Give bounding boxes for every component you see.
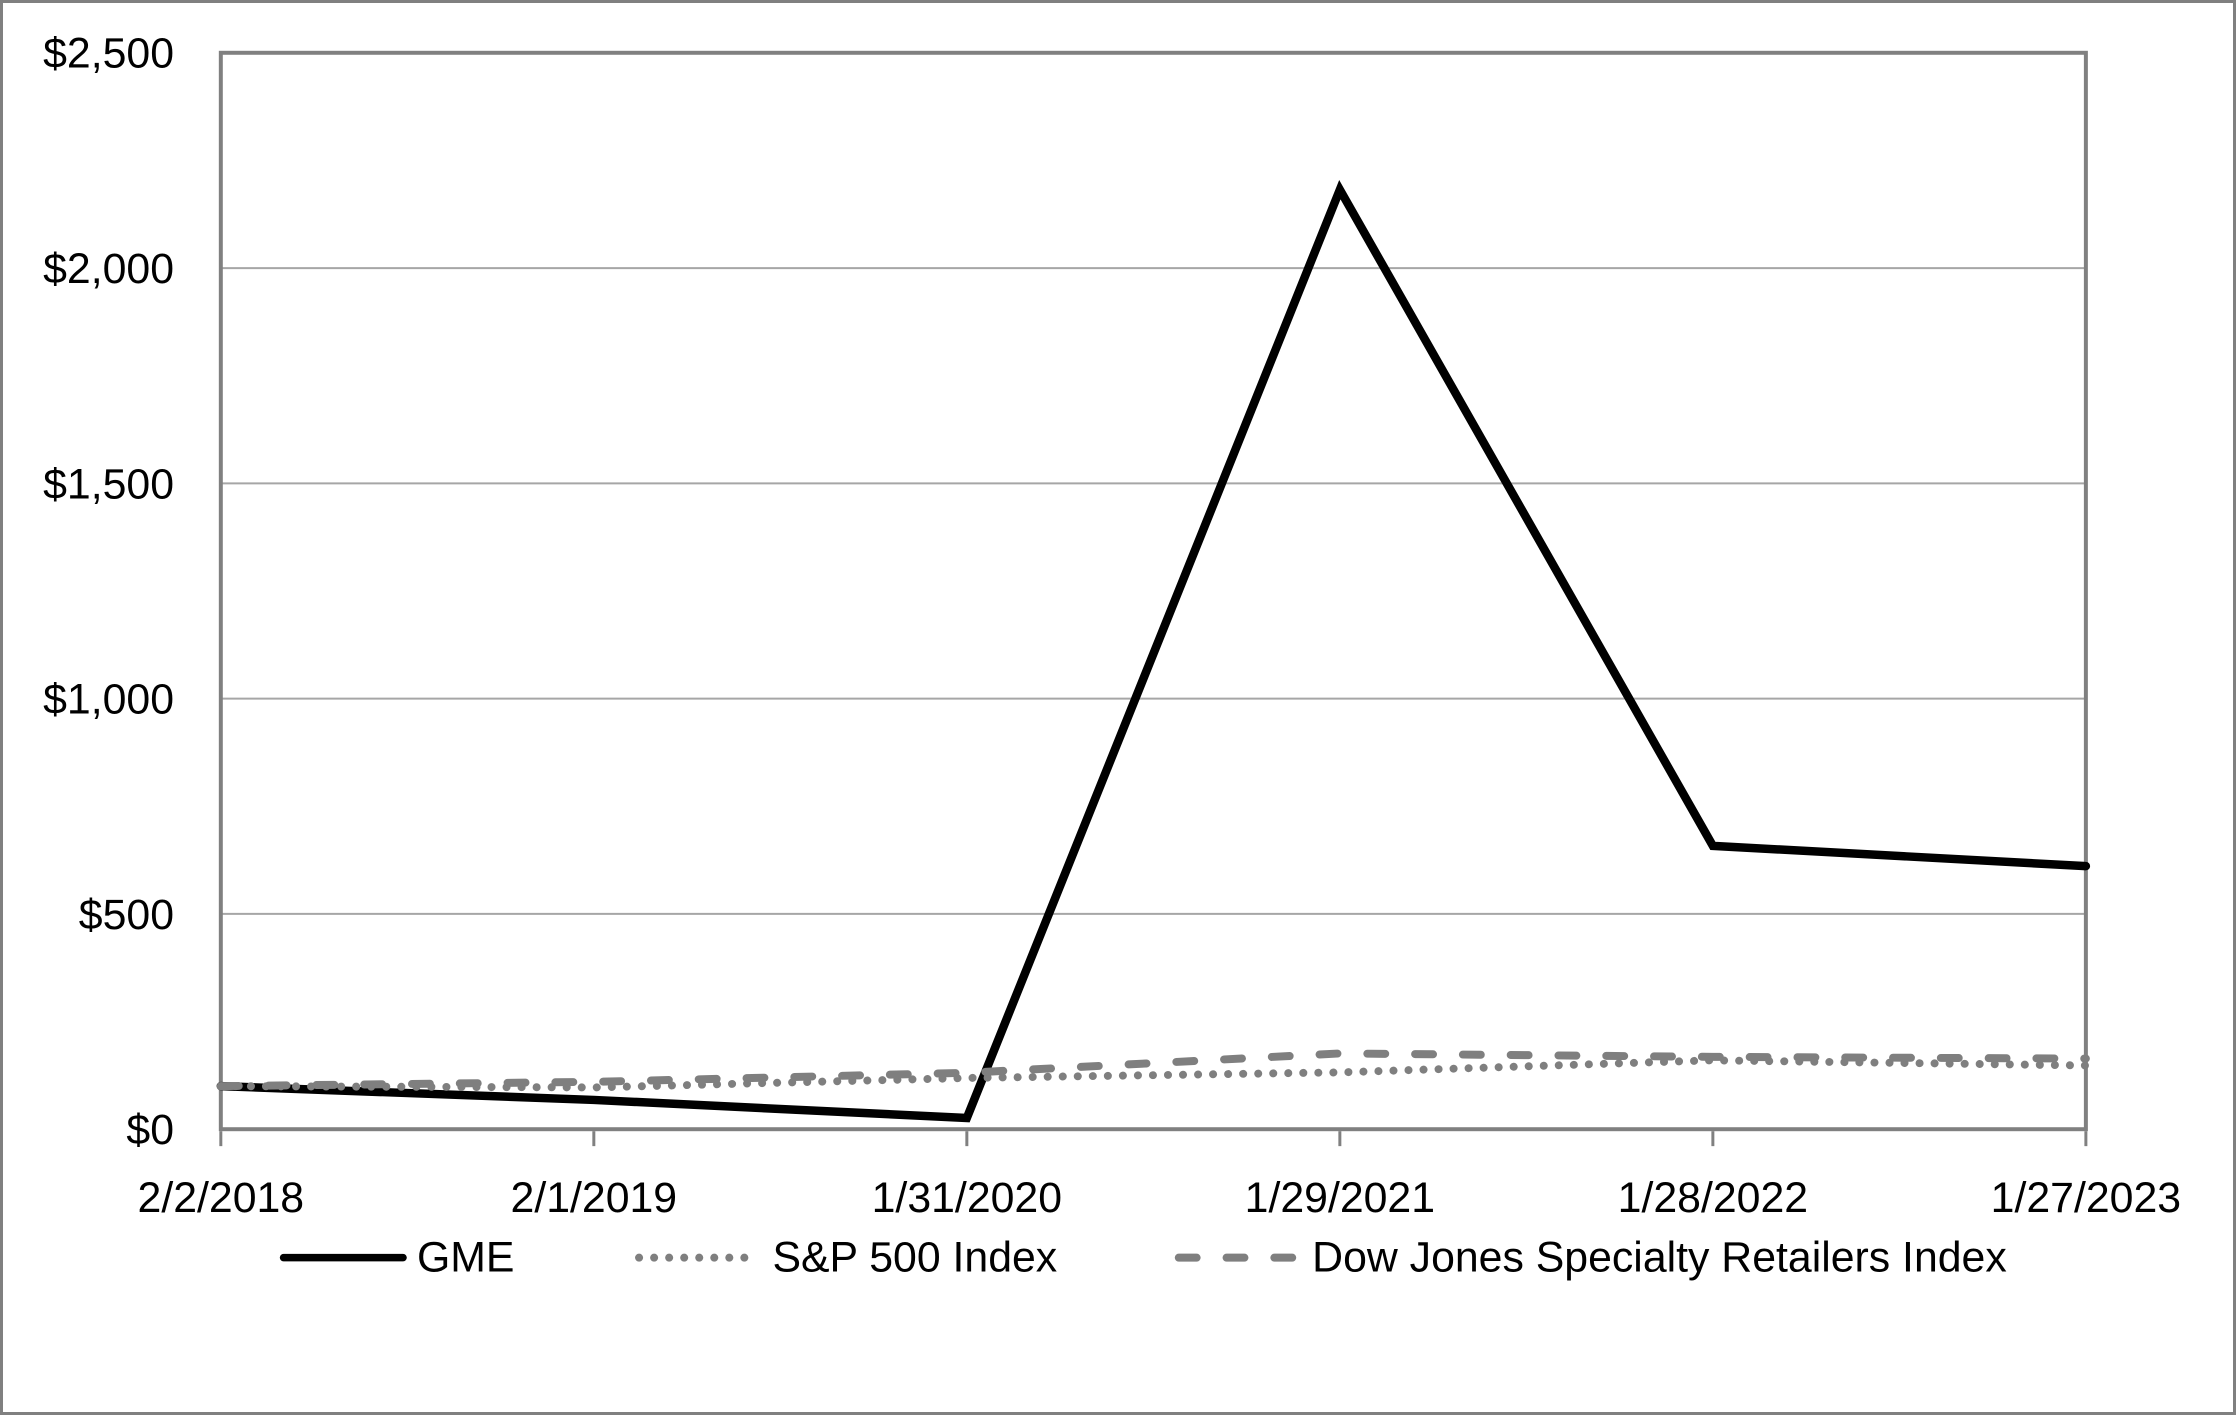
y-axis-tick-label: $1,000 [43,676,174,724]
dow-jones-specialty-retailers-index-line [216,1049,2090,1091]
x-axis-tick-label: 2/1/2019 [511,1174,678,1222]
s-p-500-index-legend-label: S&P 500 Index [772,1234,1057,1282]
y-axis-tick-label: $0 [126,1106,174,1154]
x-axis-tick-label: 1/31/2020 [872,1174,1062,1222]
y-axis-tick-label: $2,500 [43,30,174,78]
x-axis-tick-label: 1/27/2023 [1991,1174,2181,1222]
gme-line [216,179,2091,1123]
performance-line-chart: $0 $500 $1,000 $1,500 $2,000 $2,500 2/2/2018 2/… [43,30,2181,1282]
s-p-500-index-line [216,1056,2090,1092]
y-axis-tick-label: $1,500 [43,460,174,508]
y-axis-tick-label: $2,000 [43,245,174,293]
y-axis-tick-label: $500 [79,891,174,939]
x-axis-tick-label: 1/28/2022 [1618,1174,1808,1222]
plot-border [218,50,2088,1132]
gme-legend-label: GME [417,1234,514,1282]
x-axis-tick-label: 1/29/2021 [1245,1174,1435,1222]
x-axis-tick-label: 2/2/2018 [138,1174,305,1222]
dow-jones-specialty-retailers-index-legend-label: Dow Jones Specialty Retailers Index [1312,1234,2007,1282]
